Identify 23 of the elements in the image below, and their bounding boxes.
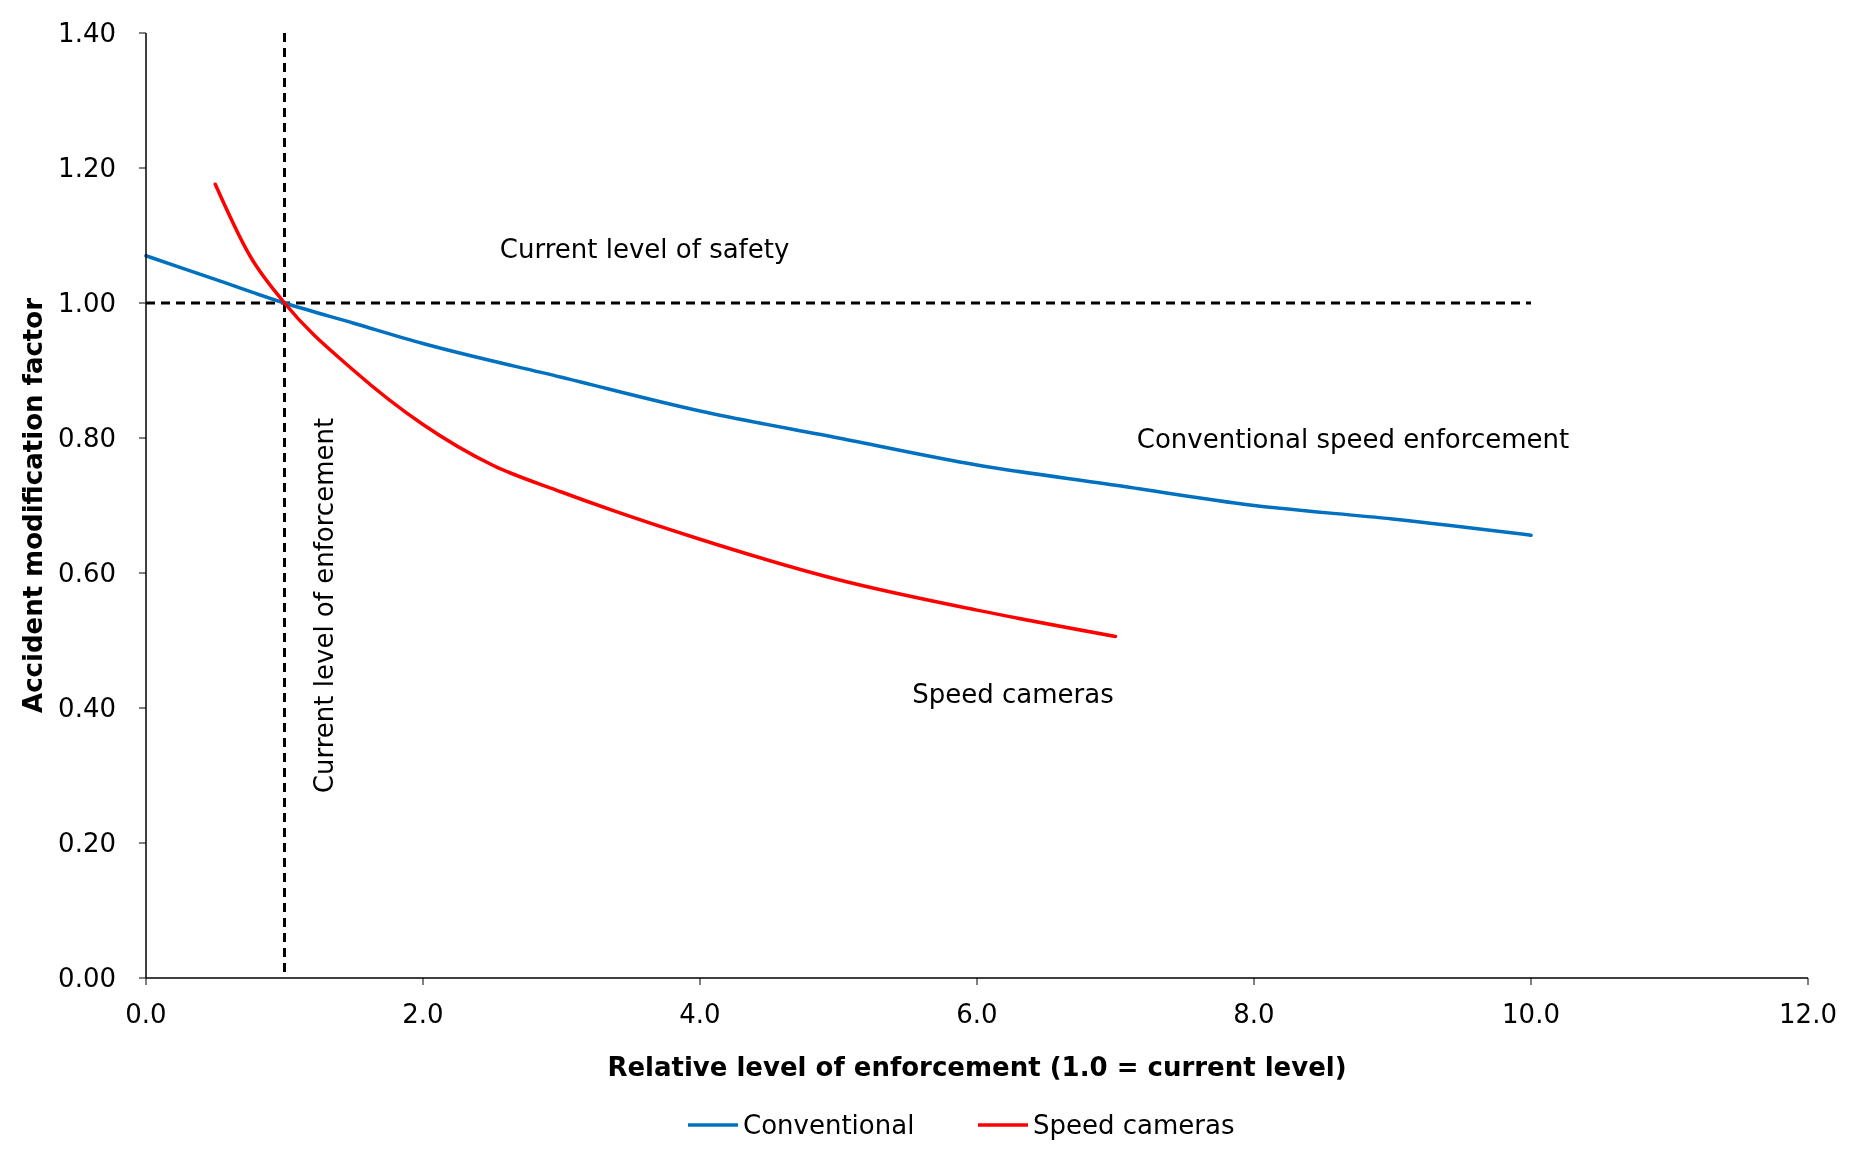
y-tick-label: 0.20 — [58, 828, 116, 858]
y-tick-label: 0.60 — [58, 558, 116, 588]
x-tick-label: 4.0 — [679, 999, 721, 1029]
y-axis-title: Accident modification factor — [18, 297, 48, 713]
x-tick-label: 12.0 — [1779, 999, 1837, 1029]
x-axis-title: Relative level of enforcement (1.0 = current level) — [607, 1052, 1347, 1082]
annotation: Conventional speed enforcement — [1136, 424, 1570, 454]
x-tick-label: 10.0 — [1502, 999, 1560, 1029]
ref-line-label: Current level of safety — [499, 234, 790, 264]
y-tick-label: 1.00 — [58, 288, 116, 318]
legend-label: Conventional — [743, 1110, 915, 1140]
x-tick-label: 8.0 — [1233, 999, 1275, 1029]
legend-label: Speed cameras — [1033, 1110, 1235, 1140]
x-tick-label: 2.0 — [402, 999, 444, 1029]
x-tick-label: 0.0 — [125, 999, 167, 1029]
y-tick-label: 1.40 — [58, 18, 116, 48]
x-tick-label: 6.0 — [956, 999, 998, 1029]
annotation: Speed cameras — [912, 679, 1114, 709]
y-tick-label: 0.80 — [58, 423, 116, 453]
y-tick-label: 0.40 — [58, 693, 116, 723]
ref-line-label: Current level of enforcement — [308, 417, 339, 794]
y-tick-label: 1.20 — [58, 153, 116, 183]
y-tick-label: 0.00 — [58, 963, 116, 993]
